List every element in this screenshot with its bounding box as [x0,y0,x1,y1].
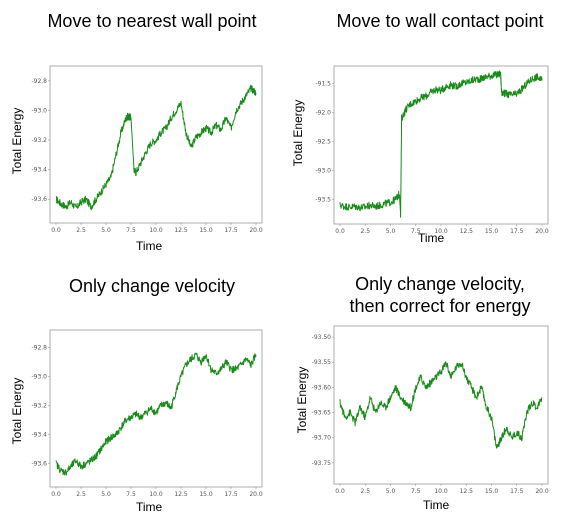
x-tick-label: 17.5 [510,228,524,235]
y-tick-label: -93.2 [31,403,47,410]
y-tick-label: -93.60 [312,384,332,391]
y-tick-label: -93.5 [315,196,331,203]
x-tick-label: 17.5 [224,491,238,498]
y-tick-label: -93.0 [315,167,331,174]
y-tick-label: -93.50 [312,334,332,341]
x-tick-label: 2.5 [360,228,370,235]
y-tick-label: -93.65 [312,410,332,417]
y-tick-label: -92.5 [315,139,331,146]
chart-1-series-line [55,85,257,211]
chart-2-xlabel: Time [418,231,445,245]
x-tick-label: 5.0 [386,228,396,235]
x-tick-label: 5.0 [101,227,111,234]
x-tick-label: 10.0 [434,488,448,495]
x-tick-label: 2.5 [76,491,86,498]
y-tick-label: -93.0 [31,374,47,381]
x-tick-label: 5.0 [101,491,111,498]
x-tick-label: 12.5 [174,227,188,234]
chart-3-frame [49,329,263,488]
x-tick-label: 20.0 [535,228,549,235]
x-tick-label: 20.0 [249,227,263,234]
x-tick-label: 2.5 [76,227,86,234]
y-tick-label: -93.4 [31,167,47,174]
x-tick-label: 0.0 [51,491,61,498]
x-tick-label: 15.0 [485,488,499,495]
chart-1: 0.0 2.5 5.0 7.5 10.0 12.5 15.0 17.5 20.0 -92.8 -93… [31,65,263,234]
y-tick-label: -92.0 [315,110,331,117]
x-tick-label: 2.5 [360,488,370,495]
chart-4-frame [333,325,549,485]
x-tick-label: 7.5 [126,491,136,498]
chart-2: 0.0 2.5 5.0 7.5 10.0 12.5 15.0 17.5 20.0 -91.5 -92… [315,65,549,235]
x-tick-label: 5.0 [386,488,396,495]
x-tick-label: 20.0 [249,491,263,498]
y-tick-label: -92.8 [31,78,47,85]
chart-2-series-line [339,70,543,218]
x-tick-label: 17.5 [224,227,238,234]
y-tick-label: -93.6 [31,196,47,203]
chart-3-xlabel: Time [136,500,163,514]
y-tick-label: -93.2 [31,137,47,144]
y-tick-label: -93.4 [31,432,47,439]
chart-3-series-line [55,352,257,476]
y-tick-label: -93.70 [312,435,332,442]
chart-3: 0.0 2.5 5.0 7.5 10.0 12.5 15.0 17.5 20.0 -92.8 -93… [31,329,263,498]
x-tick-label: 15.0 [199,227,213,234]
chart-4: 0.0 2.5 5.0 7.5 10.0 12.5 15.0 17.5 20.0 -93.50 -9… [312,325,549,495]
x-tick-label: 10.0 [149,491,163,498]
x-tick-label: 15.0 [199,491,213,498]
x-tick-label: 7.5 [126,227,136,234]
x-tick-label: 12.5 [460,488,474,495]
x-tick-label: 0.0 [335,228,345,235]
chart-4-xlabel: Time [423,498,450,512]
chart-1-xlabel: Time [136,239,163,253]
y-tick-label: -93.55 [312,359,332,366]
x-tick-label: 0.0 [51,227,61,234]
chart-4-title: Only change velocity, then correct for e… [349,274,531,316]
x-tick-label: 7.5 [411,488,421,495]
chart-1-title: Move to nearest wall point [47,11,257,31]
x-tick-label: 7.5 [411,228,421,235]
x-tick-label: 10.0 [149,227,163,234]
x-tick-label: 12.5 [174,491,188,498]
y-tick-label: -93.75 [312,460,332,467]
x-tick-label: 15.0 [485,228,499,235]
x-tick-label: 12.5 [460,228,474,235]
x-tick-label: 17.5 [510,488,524,495]
x-tick-label: 0.0 [335,488,345,495]
chart-2-title: Move to wall contact point [336,11,544,31]
x-tick-label: 10.0 [434,228,448,235]
y-tick-label: -91.5 [315,81,331,88]
y-tick-label: -93.6 [31,461,47,468]
chart-4-series-line [339,361,543,449]
x-tick-label: 20.0 [535,488,549,495]
chart-3-title: Only change velocity [68,276,236,296]
y-tick-label: -92.8 [31,345,47,352]
y-tick-label: -93.0 [31,107,47,114]
